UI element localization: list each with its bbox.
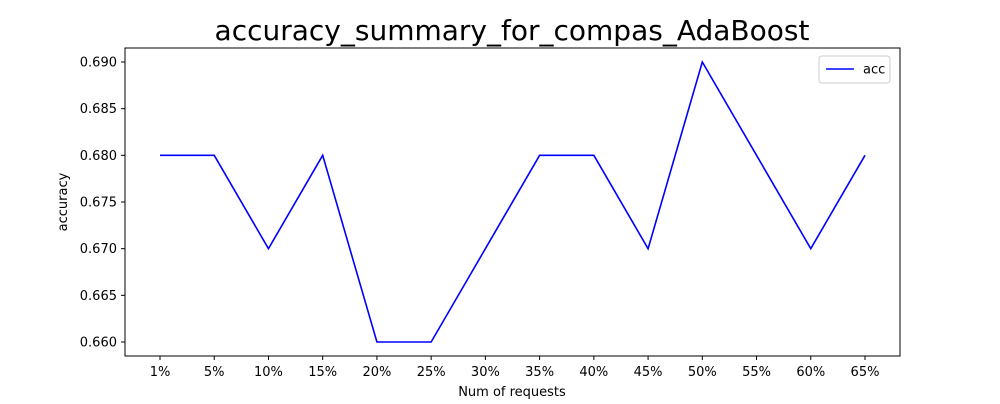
x-tick-label: 50% bbox=[688, 365, 717, 380]
x-tick-label: 35% bbox=[525, 365, 554, 380]
y-tick-label: 0.690 bbox=[80, 56, 117, 71]
y-tick-label: 0.675 bbox=[80, 196, 117, 211]
x-tick-label: 20% bbox=[362, 365, 391, 380]
x-tick-label: 55% bbox=[742, 365, 771, 380]
x-tick-label: 65% bbox=[851, 365, 880, 380]
y-tick-label: 0.660 bbox=[80, 336, 117, 351]
x-axis-label: Num of requests bbox=[458, 385, 566, 400]
y-tick-label: 0.685 bbox=[80, 102, 117, 117]
x-tick-label: 30% bbox=[471, 365, 500, 380]
y-axis-label: accuracy bbox=[56, 172, 71, 231]
x-tick-label: 45% bbox=[634, 365, 663, 380]
x-tick-label: 60% bbox=[796, 365, 825, 380]
y-tick-label: 0.665 bbox=[80, 289, 117, 304]
x-tick-label: 25% bbox=[417, 365, 446, 380]
x-tick-label: 5% bbox=[204, 365, 225, 380]
y-tick-label: 0.670 bbox=[80, 242, 117, 257]
x-tick-label: 10% bbox=[254, 365, 283, 380]
series-line-acc bbox=[160, 62, 865, 342]
y-tick-label: 0.680 bbox=[80, 149, 117, 164]
x-tick-label: 15% bbox=[308, 365, 337, 380]
x-tick-label: 40% bbox=[579, 365, 608, 380]
chart-title: accuracy_summary_for_compas_AdaBoost bbox=[215, 14, 810, 47]
legend-label: acc bbox=[863, 63, 885, 78]
x-tick-label: 1% bbox=[150, 365, 171, 380]
plot-area: 1% 5% 10% 15% 20% 25% 30% 35% 40% 45% 50% 55% 60% 65%… bbox=[80, 48, 900, 380]
legend: acc bbox=[819, 56, 890, 83]
